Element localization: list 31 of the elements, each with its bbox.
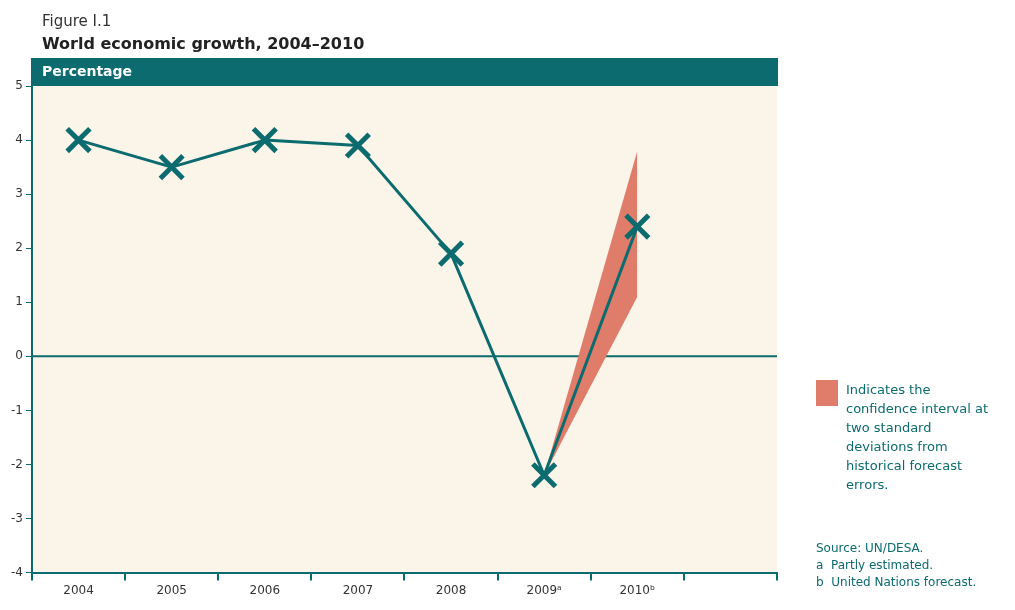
- y-tick-label: 5: [15, 78, 23, 93]
- x-tick-label: 2008: [435, 582, 467, 597]
- text: b United Nations forecast.: [816, 574, 978, 591]
- x-tick-label: 2009ᵃ: [526, 582, 562, 597]
- y-tick-label: 3: [15, 186, 23, 201]
- text: a Partly estimated.: [816, 557, 935, 574]
- y-tick-label: 0: [15, 348, 23, 363]
- point: [530, 461, 558, 490]
- chart-title: World economic growth, 2004–2010: [42, 34, 365, 53]
- y-tick-label: -4: [11, 564, 23, 579]
- y-tick-label: -2: [11, 456, 23, 471]
- source-note: Source: UN/DESA.: [816, 540, 925, 557]
- x-tick-label: 2004: [63, 582, 94, 597]
- point: [250, 126, 279, 154]
- text: Figure I.1: [42, 12, 112, 30]
- y-tick-label: 2: [15, 240, 23, 255]
- y-tick-label: -3: [11, 510, 23, 525]
- point: [157, 153, 186, 181]
- point: [623, 212, 652, 241]
- y-tick-label: -1: [11, 402, 23, 417]
- x-tick-label: 2006: [249, 582, 281, 597]
- x-tick-label: 2005: [156, 582, 187, 597]
- x-tick-label: 2007: [342, 582, 374, 597]
- point: [64, 126, 93, 154]
- y-axis-title: Percentage: [41, 62, 133, 79]
- y-tick-label: 1: [15, 294, 23, 309]
- point: [344, 131, 372, 160]
- y-tick-label: 4: [15, 132, 23, 147]
- text: Indicates the confidence interval at two standard deviations from historical forecast errors.: [846, 381, 990, 494]
- x-tick-label: 2010ᵇ: [619, 582, 656, 597]
- point: [437, 239, 465, 268]
